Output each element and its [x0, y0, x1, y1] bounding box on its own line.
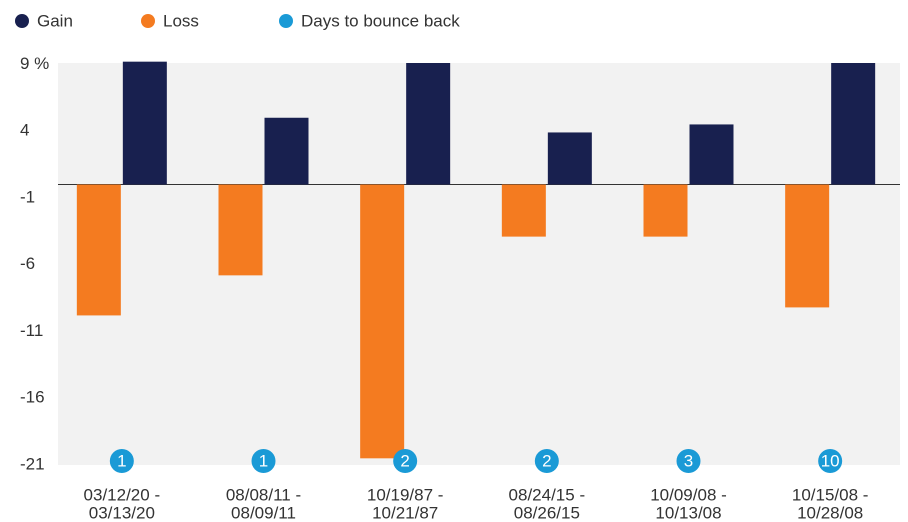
gain-bar [406, 63, 451, 185]
x-tick-label: 10/19/87 - [367, 485, 444, 504]
days-label: 1 [259, 451, 268, 470]
gain-bar [547, 132, 592, 185]
legend-label: Gain [37, 11, 73, 30]
days-marker [534, 449, 559, 473]
y-tick-label: -1 [20, 187, 35, 206]
plot-background [58, 63, 900, 465]
days-marker [393, 449, 418, 473]
loss-bar [643, 184, 688, 237]
y-tick-label: 9 % [20, 54, 49, 73]
loss-bar [76, 184, 121, 316]
y-tick-label: 4 [20, 121, 29, 140]
days-label: 10 [821, 451, 840, 470]
y-tick-label: -21 [20, 454, 45, 473]
x-tick-label: 10/13/08 [655, 503, 721, 522]
days-marker [818, 449, 843, 473]
x-tick-label: 10/15/08 - [792, 485, 869, 504]
gain-bar [264, 117, 309, 185]
x-tick-label: 08/24/15 - [509, 485, 586, 504]
days-marker [251, 449, 276, 473]
loss-bar [501, 184, 546, 237]
y-tick-label: -16 [20, 388, 45, 407]
legend-marker [15, 14, 29, 28]
legend-marker [279, 14, 293, 28]
x-tick-label: 10/28/08 [797, 503, 863, 522]
legend-label: Loss [163, 11, 199, 30]
days-marker [676, 449, 701, 473]
x-tick-label: 03/12/20 - [84, 485, 161, 504]
legend-marker [141, 14, 155, 28]
x-tick-label: 08/08/11 - [226, 485, 301, 504]
x-tick-label: 08/26/15 [514, 503, 580, 522]
gain-bar [122, 61, 167, 185]
days-label: 3 [684, 451, 693, 470]
loss-bar [218, 184, 263, 276]
x-tick-label: 10/09/08 - [650, 485, 727, 504]
y-tick-label: -6 [20, 254, 35, 273]
days-label: 1 [117, 451, 126, 470]
loss-bar [785, 184, 830, 308]
x-tick-label: 03/13/20 [89, 503, 155, 522]
x-tick-label: 10/21/87 [372, 503, 438, 522]
gain-bar [689, 124, 734, 185]
legend-label: Days to bounce back [301, 11, 460, 30]
gain-bar [831, 63, 876, 185]
days-marker [109, 449, 134, 473]
loss-bar [360, 184, 405, 459]
x-tick-label: 08/09/11 [231, 503, 296, 522]
days-label: 2 [400, 451, 409, 470]
days-label: 2 [542, 451, 551, 470]
y-tick-label: -11 [20, 321, 43, 340]
